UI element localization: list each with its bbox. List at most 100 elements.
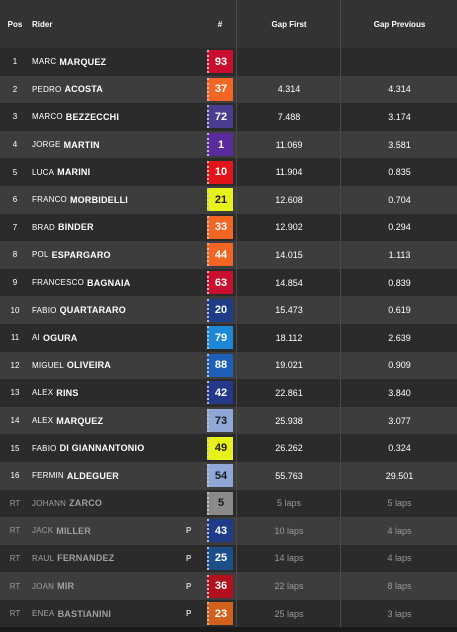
- rider-cell[interactable]: FABIO QUARTARARO: [32, 296, 202, 324]
- penalty-flag: P: [186, 609, 192, 619]
- table-row[interactable]: 11 AI OGURA 79 18.112 2.639: [0, 323, 457, 352]
- rider-last-name: OLIVEIRA: [66, 360, 111, 371]
- rider-number-badge: 88: [207, 353, 233, 377]
- rider-cell[interactable]: AI OGURA: [32, 324, 202, 352]
- rider-number-badge: 1: [207, 133, 233, 157]
- table-row[interactable]: 7 BRAD BINDER 33 12.902 0.294: [0, 213, 457, 242]
- position-cell: 13: [10, 388, 20, 398]
- rider-cell[interactable]: PEDRO ACOSTA: [32, 76, 202, 104]
- gap-first-cell: 11.069: [236, 130, 341, 159]
- gap-first-cell: 15.473: [236, 296, 341, 324]
- position-cell: RT: [9, 609, 21, 619]
- rider-cell[interactable]: FABIO DI GIANNANTONIO: [32, 434, 202, 462]
- rider-first-name: FRANCO: [32, 195, 67, 205]
- rider-first-name: AI: [32, 333, 40, 343]
- table-row[interactable]: 12 MIGUEL OLIVEIRA 88 19.021 0.909: [0, 351, 457, 380]
- rider-last-name: BASTIANINI: [57, 608, 112, 619]
- table-row[interactable]: 8 POL ESPARGARO 44 14.015 1.113: [0, 241, 457, 269]
- rider-cell[interactable]: LUCA MARINI: [32, 158, 202, 186]
- rider-cell[interactable]: JACK MILLER: [32, 517, 202, 545]
- table-row[interactable]: RT JOHANN ZARCO 5 5 laps 5 laps: [0, 489, 457, 518]
- position-cell: 6: [12, 195, 18, 205]
- rider-cell[interactable]: BRAD BINDER: [32, 214, 202, 242]
- table-header: Pos Rider # Gap First Gap Previous: [0, 0, 457, 48]
- gap-first-cell: 25 laps: [236, 599, 341, 628]
- rider-last-name: OGURA: [42, 332, 78, 343]
- table-row[interactable]: RT JACK MILLER P 43 10 laps 4 laps: [0, 517, 457, 545]
- rider-first-name: JOHANN: [32, 498, 67, 508]
- position-cell: RT: [9, 553, 21, 563]
- table-row[interactable]: 13 ALEX RINS 42 22.861 3.840: [0, 379, 457, 407]
- number-cell: 49: [205, 434, 235, 462]
- table-row[interactable]: RT RAUL FERNANDEZ P 25 14 laps 4 laps: [0, 544, 457, 573]
- rider-cell[interactable]: FRANCO MORBIDELLI: [32, 186, 202, 214]
- rider-first-name: LUCA: [32, 167, 55, 177]
- rider-first-name: PEDRO: [32, 84, 62, 94]
- rider-cell[interactable]: FERMIN ALDEGUER: [32, 462, 202, 490]
- position-cell: 7: [12, 222, 18, 232]
- rider-last-name: MIR: [57, 581, 75, 592]
- rider-cell[interactable]: MARC MARQUEZ: [32, 48, 202, 76]
- rider-number-badge: 10: [207, 160, 233, 184]
- gap-previous-cell: 0.909: [340, 351, 457, 380]
- rider-number-badge: 33: [207, 215, 233, 239]
- number-cell: 37: [205, 76, 235, 104]
- rider-number-badge: 42: [207, 381, 233, 405]
- table-row[interactable]: RT ENEA BASTIANINI P 23 25 laps 3 laps: [0, 599, 457, 628]
- rider-cell[interactable]: MARCO BEZZECCHI: [32, 103, 202, 131]
- rider-last-name: MARQUEZ: [56, 415, 104, 426]
- rider-last-name: MILLER: [56, 525, 91, 536]
- header-gap-previous: Gap Previous: [340, 0, 457, 48]
- position-cell: 5: [12, 167, 18, 177]
- rider-cell[interactable]: ALEX RINS: [32, 379, 202, 407]
- table-row[interactable]: 3 MARCO BEZZECCHI 72 7.488 3.174: [0, 103, 457, 131]
- table-body: 1 MARC MARQUEZ 93 2 PEDRO ACOSTA 37 4.314 4.314 3 M…: [0, 48, 457, 628]
- rider-cell[interactable]: JOHANN ZARCO: [32, 490, 202, 518]
- rider-number-badge: 63: [207, 271, 233, 295]
- table-row[interactable]: 10 FABIO QUARTARARO 20 15.473 0.619: [0, 296, 457, 324]
- rider-number-badge: 49: [207, 436, 233, 460]
- gap-first-cell: 55.763: [236, 461, 341, 490]
- table-row[interactable]: 15 FABIO DI GIANNANTONIO 49 26.262 0.324: [0, 434, 457, 462]
- rider-last-name: BAGNAIA: [87, 277, 131, 288]
- rider-cell[interactable]: JORGE MARTIN: [32, 131, 202, 159]
- rider-cell[interactable]: ALEX MARQUEZ: [32, 407, 202, 435]
- table-row[interactable]: 2 PEDRO ACOSTA 37 4.314 4.314: [0, 75, 457, 104]
- rider-cell[interactable]: POL ESPARGARO: [32, 241, 202, 269]
- table-row[interactable]: 14 ALEX MARQUEZ 73 25.938 3.077: [0, 406, 457, 435]
- position-cell: RT: [9, 526, 21, 536]
- table-row[interactable]: 1 MARC MARQUEZ 93: [0, 48, 457, 76]
- rider-first-name: ALEX: [32, 388, 54, 398]
- gap-previous-cell: 1.113: [340, 241, 457, 269]
- table-row[interactable]: 16 FERMIN ALDEGUER 54 55.763 29.501: [0, 461, 457, 490]
- header-gap-first: Gap First: [236, 0, 341, 48]
- rider-cell[interactable]: ENEA BASTIANINI: [32, 600, 202, 628]
- penalty-flag: P: [186, 526, 192, 536]
- table-row[interactable]: 9 FRANCESCO BAGNAIA 63 14.854 0.839: [0, 268, 457, 297]
- rider-number-badge: 37: [207, 77, 233, 101]
- rider-number-badge: 93: [207, 50, 233, 74]
- rider-cell[interactable]: FRANCESCO BAGNAIA: [32, 269, 202, 297]
- table-row[interactable]: 6 FRANCO MORBIDELLI 21 12.608 0.704: [0, 185, 457, 214]
- position-cell: RT: [9, 581, 21, 591]
- table-row[interactable]: 5 LUCA MARINI 10 11.904 0.835: [0, 158, 457, 186]
- gap-first-cell: 25.938: [236, 406, 341, 435]
- rider-cell[interactable]: RAUL FERNANDEZ: [32, 545, 202, 573]
- number-cell: 20: [205, 296, 235, 324]
- rider-cell[interactable]: MIGUEL OLIVEIRA: [32, 352, 202, 380]
- rider-last-name: ZARCO: [69, 498, 103, 509]
- rider-number-badge: 23: [207, 602, 233, 626]
- position-cell: 15: [10, 443, 20, 453]
- rider-cell[interactable]: JOAN MIR: [32, 572, 202, 600]
- table-row[interactable]: RT JOAN MIR P 36 22 laps 8 laps: [0, 572, 457, 600]
- table-row[interactable]: 4 JORGE MARTIN 1 11.069 3.581: [0, 130, 457, 159]
- rider-last-name: QUARTARARO: [59, 305, 126, 316]
- gap-first-cell: 7.488: [236, 103, 341, 131]
- number-cell: 1: [205, 131, 235, 159]
- gap-first-cell: 11.904: [236, 158, 341, 186]
- number-cell: 63: [205, 269, 235, 297]
- position-cell: 8: [12, 250, 18, 260]
- number-cell: 88: [205, 352, 235, 380]
- rider-first-name: FERMIN: [32, 471, 64, 481]
- rider-first-name: ALEX: [32, 416, 54, 426]
